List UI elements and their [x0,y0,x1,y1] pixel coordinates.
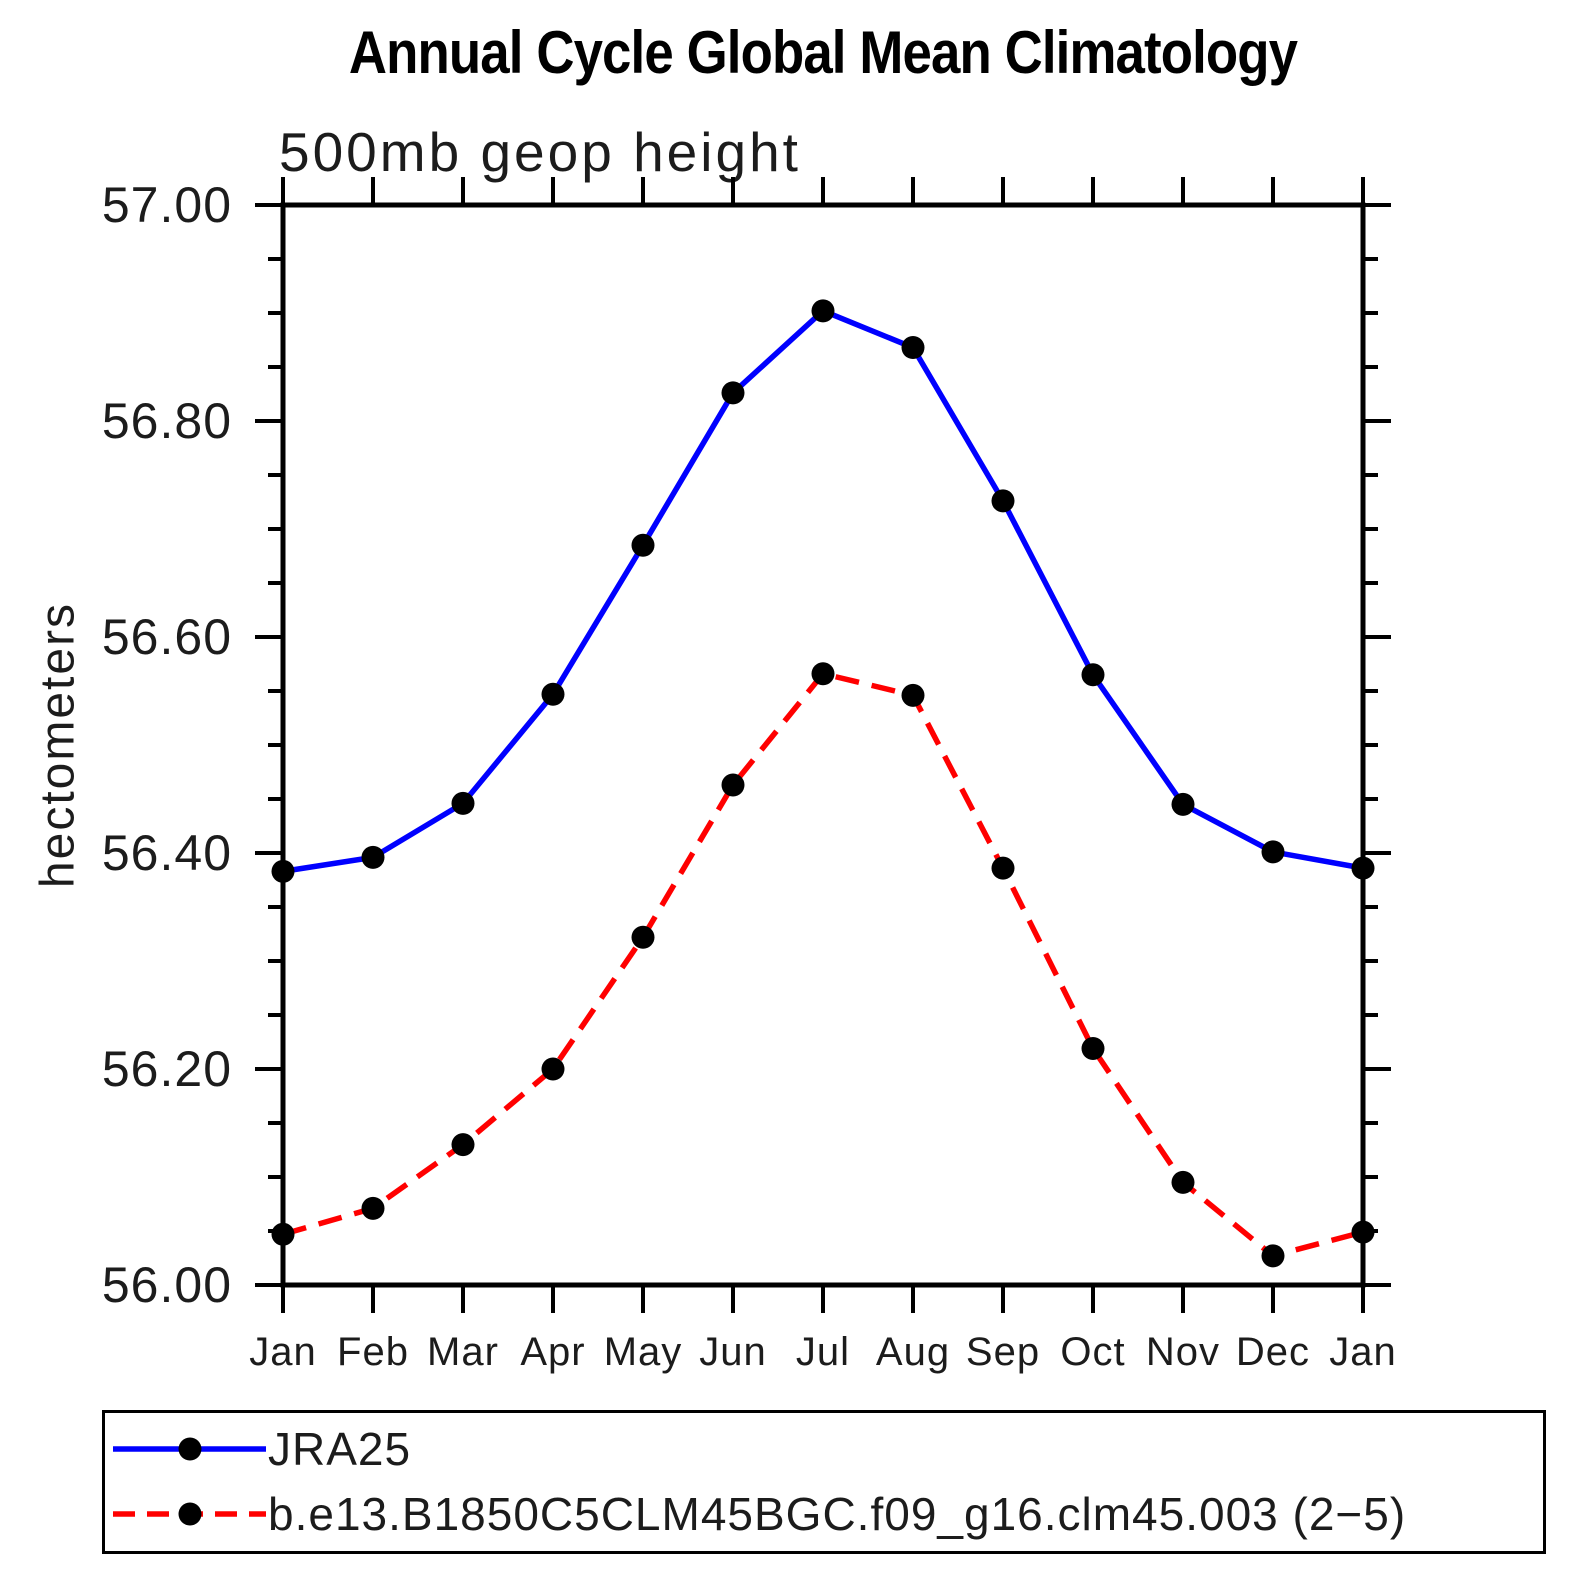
chart-subtitle: 500mb geop height [279,121,801,183]
svg-text:Apr: Apr [520,1330,585,1374]
svg-text:56.80: 56.80 [102,393,232,449]
svg-text:Aug: Aug [876,1330,950,1374]
svg-text:Mar: Mar [427,1330,499,1374]
legend-line-sample-solid [113,1437,266,1461]
legend-label: b.e13.B1850C5CLM45BGC.f09_g16.clm45.003 … [268,1488,1407,1540]
x-axis-tick-labels: Jan Feb Mar Apr May Jun Jul Aug Sep Oct Nov Dec Jan [249,1330,1397,1374]
legend-label: JRA25 [268,1423,412,1475]
svg-text:56.00: 56.00 [102,1257,232,1313]
svg-text:57.00: 57.00 [102,177,232,233]
legend-item-jra25: JRA25 [108,1423,412,1475]
svg-text:Sep: Sep [966,1330,1040,1374]
legend-line-sample-dashed [113,1502,266,1526]
svg-text:Nov: Nov [1146,1330,1220,1374]
svg-text:56.60: 56.60 [102,609,232,665]
x-axis-ticks [281,177,1365,1313]
svg-text:Oct: Oct [1060,1330,1125,1374]
svg-text:May: May [604,1330,683,1374]
legend-item-model: b.e13.B1850C5CLM45BGC.f09_g16.clm45.003 … [108,1488,1407,1540]
y-axis-tick-labels: 57.00 56.80 56.60 56.40 56.20 56.00 [102,177,232,1313]
svg-text:56.20: 56.20 [102,1041,232,1097]
svg-text:56.40: 56.40 [102,825,232,881]
series-lines [282,307,1364,1259]
y-axis-ticks [255,203,1391,1287]
svg-text:Jan: Jan [249,1330,317,1374]
svg-text:Jul: Jul [796,1330,850,1374]
series-markers [271,299,1375,1268]
svg-text:Feb: Feb [337,1330,409,1374]
plot-frame [280,202,1366,1288]
svg-text:Jan: Jan [1329,1330,1397,1374]
legend: JRA25 b.e13.B1850C5CLM45BGC.f09_g16.clm4… [102,1410,1546,1554]
svg-text:Dec: Dec [1236,1330,1310,1374]
svg-text:Jun: Jun [699,1330,767,1374]
chart-title: Annual Cycle Global Mean Climatology [348,19,1298,86]
